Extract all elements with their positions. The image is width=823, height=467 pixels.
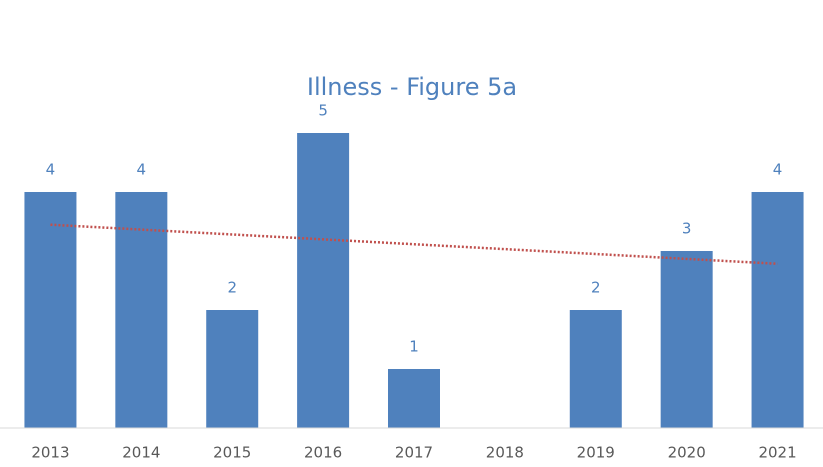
data-label: 3 xyxy=(682,220,692,238)
trendline xyxy=(50,223,778,266)
chart-title: Illness - Figure 5a xyxy=(307,73,517,101)
x-tick-label: 2020 xyxy=(668,444,706,462)
bar xyxy=(24,192,77,428)
x-tick-label: 2018 xyxy=(486,444,524,462)
bar xyxy=(388,369,440,428)
x-tick-label: 2021 xyxy=(758,444,796,462)
x-tick-label: 2019 xyxy=(577,444,615,462)
data-label: 4 xyxy=(137,161,147,179)
data-label: 2 xyxy=(591,279,601,297)
x-tick-label: 2015 xyxy=(213,444,251,462)
bar xyxy=(569,310,622,428)
bar xyxy=(297,133,350,428)
bar xyxy=(206,310,259,428)
data-label: 1 xyxy=(409,338,419,356)
data-label: 5 xyxy=(318,102,328,120)
bar xyxy=(660,251,713,428)
x-tick-label: 2014 xyxy=(122,444,160,462)
x-tick-label: 2013 xyxy=(31,444,69,462)
x-tick-label: 2017 xyxy=(395,444,433,462)
data-label: 2 xyxy=(227,279,237,297)
data-label: 4 xyxy=(46,161,56,179)
bar xyxy=(751,192,804,428)
x-tick-label: 2016 xyxy=(304,444,342,462)
data-label: 4 xyxy=(773,161,783,179)
